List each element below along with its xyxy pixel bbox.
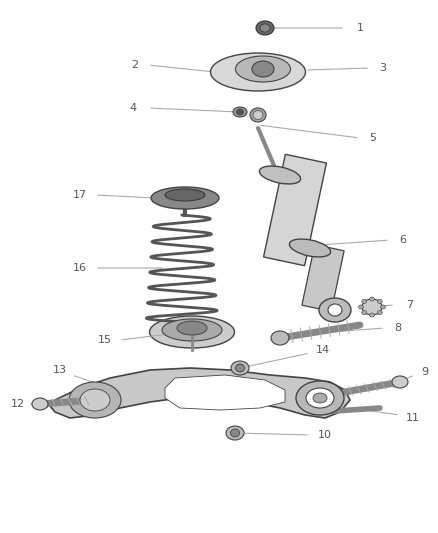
Ellipse shape: [392, 376, 408, 388]
Text: 3: 3: [379, 63, 386, 73]
Ellipse shape: [306, 388, 334, 408]
Text: 8: 8: [395, 323, 402, 333]
Ellipse shape: [151, 187, 219, 209]
Polygon shape: [302, 245, 344, 311]
Ellipse shape: [377, 300, 382, 303]
Ellipse shape: [370, 313, 374, 317]
Ellipse shape: [231, 361, 249, 375]
Ellipse shape: [32, 398, 48, 410]
Text: 7: 7: [406, 300, 413, 310]
Polygon shape: [50, 368, 350, 418]
Ellipse shape: [233, 107, 247, 117]
Text: 11: 11: [406, 413, 420, 423]
Ellipse shape: [250, 108, 266, 122]
Ellipse shape: [362, 299, 382, 315]
Ellipse shape: [165, 189, 205, 201]
Ellipse shape: [162, 319, 222, 341]
Ellipse shape: [290, 239, 331, 257]
Text: 12: 12: [11, 399, 25, 409]
Ellipse shape: [256, 21, 274, 35]
Text: 14: 14: [316, 345, 330, 355]
Text: 15: 15: [98, 335, 112, 345]
Text: 13: 13: [53, 365, 67, 375]
Ellipse shape: [362, 311, 367, 314]
Ellipse shape: [370, 297, 374, 301]
Ellipse shape: [253, 110, 263, 119]
Text: 9: 9: [421, 367, 428, 377]
Text: 2: 2: [131, 60, 138, 70]
Ellipse shape: [236, 56, 290, 82]
Text: 17: 17: [73, 190, 87, 200]
Ellipse shape: [80, 389, 110, 411]
Ellipse shape: [319, 298, 351, 322]
Ellipse shape: [230, 429, 240, 437]
Text: 4: 4: [130, 103, 137, 113]
Text: 1: 1: [357, 23, 364, 33]
Ellipse shape: [271, 331, 289, 345]
Ellipse shape: [226, 426, 244, 440]
Ellipse shape: [211, 53, 305, 91]
Text: 6: 6: [399, 235, 406, 245]
Ellipse shape: [328, 304, 342, 316]
Ellipse shape: [149, 316, 234, 348]
Ellipse shape: [259, 166, 300, 184]
Polygon shape: [165, 375, 285, 410]
Text: 5: 5: [370, 133, 377, 143]
Ellipse shape: [69, 382, 121, 418]
Ellipse shape: [296, 381, 344, 415]
Ellipse shape: [381, 305, 385, 309]
Ellipse shape: [177, 321, 207, 335]
Ellipse shape: [237, 109, 244, 115]
Ellipse shape: [260, 24, 270, 32]
Ellipse shape: [358, 305, 364, 309]
Polygon shape: [264, 154, 326, 266]
Ellipse shape: [252, 61, 274, 77]
Ellipse shape: [236, 364, 244, 372]
Ellipse shape: [377, 311, 382, 314]
Text: 10: 10: [318, 430, 332, 440]
Ellipse shape: [362, 300, 367, 303]
Ellipse shape: [313, 393, 327, 403]
Text: 16: 16: [73, 263, 87, 273]
